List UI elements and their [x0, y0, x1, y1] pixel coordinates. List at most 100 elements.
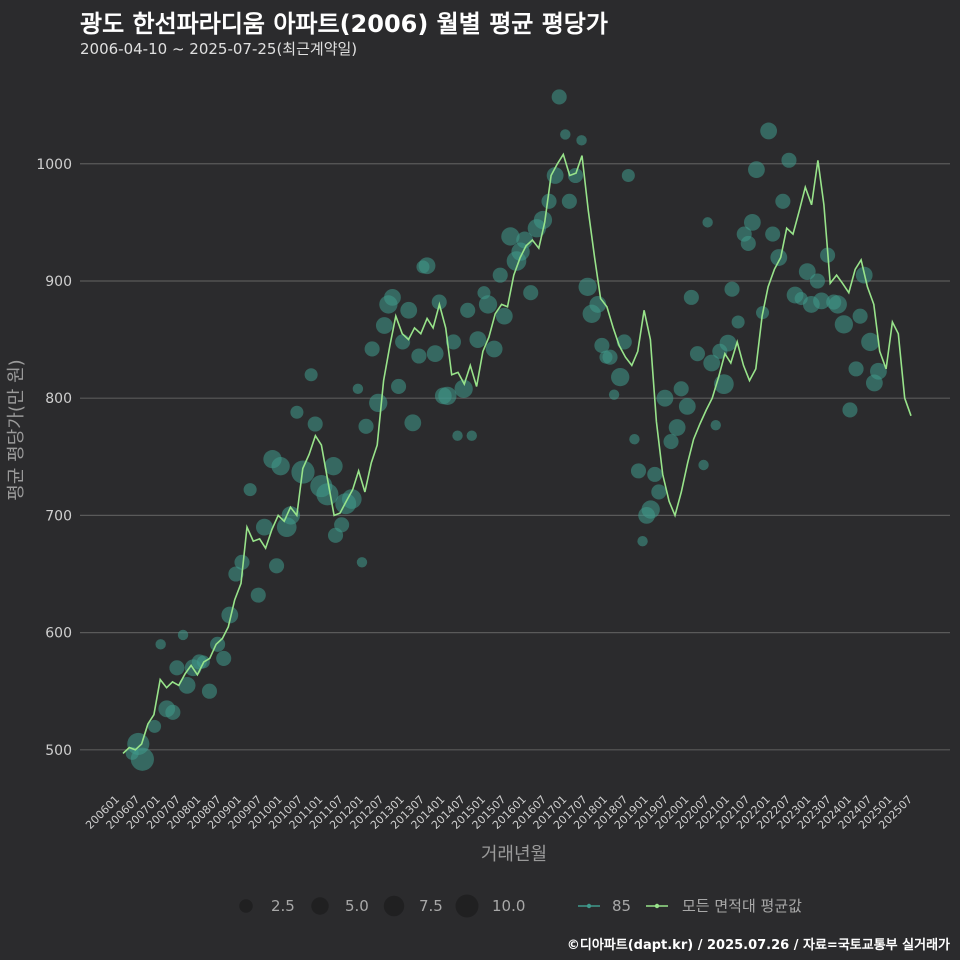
- scatter-point: [130, 747, 154, 771]
- scatter-point: [842, 402, 858, 418]
- scatter-point: [341, 489, 362, 509]
- grid-lines: [80, 163, 950, 751]
- y-tick-1000: 1000: [36, 157, 72, 173]
- scatter-point: [216, 650, 232, 666]
- scatter-point: [375, 317, 393, 334]
- scatter-point: [809, 273, 825, 289]
- scatter-point: [560, 129, 571, 140]
- scatter-point: [426, 345, 444, 363]
- scatter-point: [304, 368, 318, 382]
- legend-series-85-label: 85: [612, 897, 631, 915]
- scatter-point: [155, 639, 166, 650]
- scatter-point: [324, 457, 343, 476]
- scatter-point: [269, 558, 285, 574]
- scatter-point: [384, 288, 401, 306]
- scatter-point: [469, 331, 487, 348]
- legend-series-85-marker: [586, 903, 592, 909]
- scatter-point: [352, 383, 364, 395]
- scatter-point: [178, 676, 196, 694]
- legend-size-label-7.5: 7.5: [419, 897, 443, 915]
- y-tick-800: 800: [45, 391, 72, 407]
- scatter-point: [454, 379, 473, 398]
- scatter-point: [234, 554, 250, 570]
- scatter-point: [870, 362, 887, 380]
- scatter-point: [271, 457, 290, 476]
- scatter-point: [703, 354, 721, 372]
- y-tick-700: 700: [45, 508, 72, 524]
- scatter-point: [731, 315, 745, 329]
- scatter-point: [290, 405, 304, 419]
- scatter-point: [689, 346, 706, 362]
- y-axis-ticks: 500 600 700 800 900 1000: [36, 157, 72, 759]
- scatter-point: [501, 227, 520, 246]
- scatter-point: [798, 263, 816, 281]
- scatter-point: [576, 135, 587, 146]
- scatter-point: [169, 660, 185, 676]
- scatter-point: [834, 315, 854, 334]
- scatter-point: [611, 367, 630, 387]
- scatter-point: [656, 389, 674, 407]
- scatter-point: [316, 483, 339, 506]
- scatter-point: [411, 348, 427, 364]
- scatter-point: [594, 337, 610, 353]
- y-tick-500: 500: [45, 743, 72, 759]
- source-credit: ©디아파트(dapt.kr) / 2025.07.26 / 자료=국토교통부 실…: [566, 938, 950, 953]
- scatter-point: [438, 386, 457, 406]
- scatter-point: [201, 683, 218, 699]
- scatter-point: [714, 374, 734, 394]
- scatter-point: [177, 629, 189, 641]
- scatter-point: [608, 389, 620, 400]
- scatter-point: [719, 334, 737, 352]
- legend-series-avg-label: 모든 면적대 평균값: [682, 897, 802, 915]
- scatter-point: [828, 295, 847, 314]
- scatter-point: [616, 334, 632, 350]
- legend-size-label-5.0: 5.0: [345, 897, 369, 915]
- scatter-point: [813, 292, 830, 310]
- scatter-point: [637, 535, 648, 547]
- scatter-point: [445, 334, 462, 350]
- scatter-point: [641, 500, 660, 519]
- scatter-point: [770, 249, 788, 266]
- scatter-point: [748, 161, 765, 179]
- scatter-point: [567, 167, 584, 184]
- x-axis-label: 거래년월: [481, 844, 547, 865]
- scatter-point: [647, 466, 663, 482]
- scatter-point: [861, 332, 880, 352]
- legend-size-marker-2.5: [239, 899, 253, 913]
- scatter-point: [478, 295, 498, 314]
- scatter-point: [561, 193, 577, 209]
- scatter-point: [533, 210, 553, 230]
- scatter-point: [358, 418, 374, 434]
- scatter-point: [250, 587, 266, 603]
- scatter-point: [678, 398, 696, 415]
- chart-title: 광도 한선파라디움 아파트(2006) 월별 평균 평당가: [80, 10, 608, 38]
- scatter-point: [578, 277, 597, 296]
- scatter-point: [848, 361, 864, 377]
- scatter-point: [307, 416, 323, 432]
- scatter-point: [255, 518, 273, 536]
- scatter-point: [710, 419, 721, 431]
- scatter-point: [760, 122, 778, 140]
- scatter-point: [702, 217, 713, 228]
- scatter-point: [452, 430, 463, 441]
- scatter-point: [781, 152, 797, 168]
- y-axis-label: 평균 평당가(만 원): [6, 359, 27, 500]
- scatter-point: [775, 193, 791, 209]
- scatter-point: [683, 289, 699, 305]
- scatter-point: [740, 235, 756, 252]
- legend-size-label-2.5: 2.5: [271, 897, 295, 915]
- scatter-point: [391, 378, 407, 395]
- scatter-point: [165, 704, 181, 720]
- legend-size-label-10.0: 10.0: [492, 897, 525, 915]
- legend-size-marker-5.0: [311, 897, 329, 915]
- scatter-point: [334, 517, 350, 533]
- scatter-point: [221, 606, 239, 624]
- y-tick-600: 600: [45, 626, 72, 642]
- scatter-point: [629, 434, 640, 445]
- scatter-point: [523, 285, 539, 301]
- scatter-point: [698, 459, 709, 471]
- scatter-point: [651, 484, 667, 500]
- scatter-point: [673, 381, 689, 397]
- scatter-point: [395, 334, 411, 350]
